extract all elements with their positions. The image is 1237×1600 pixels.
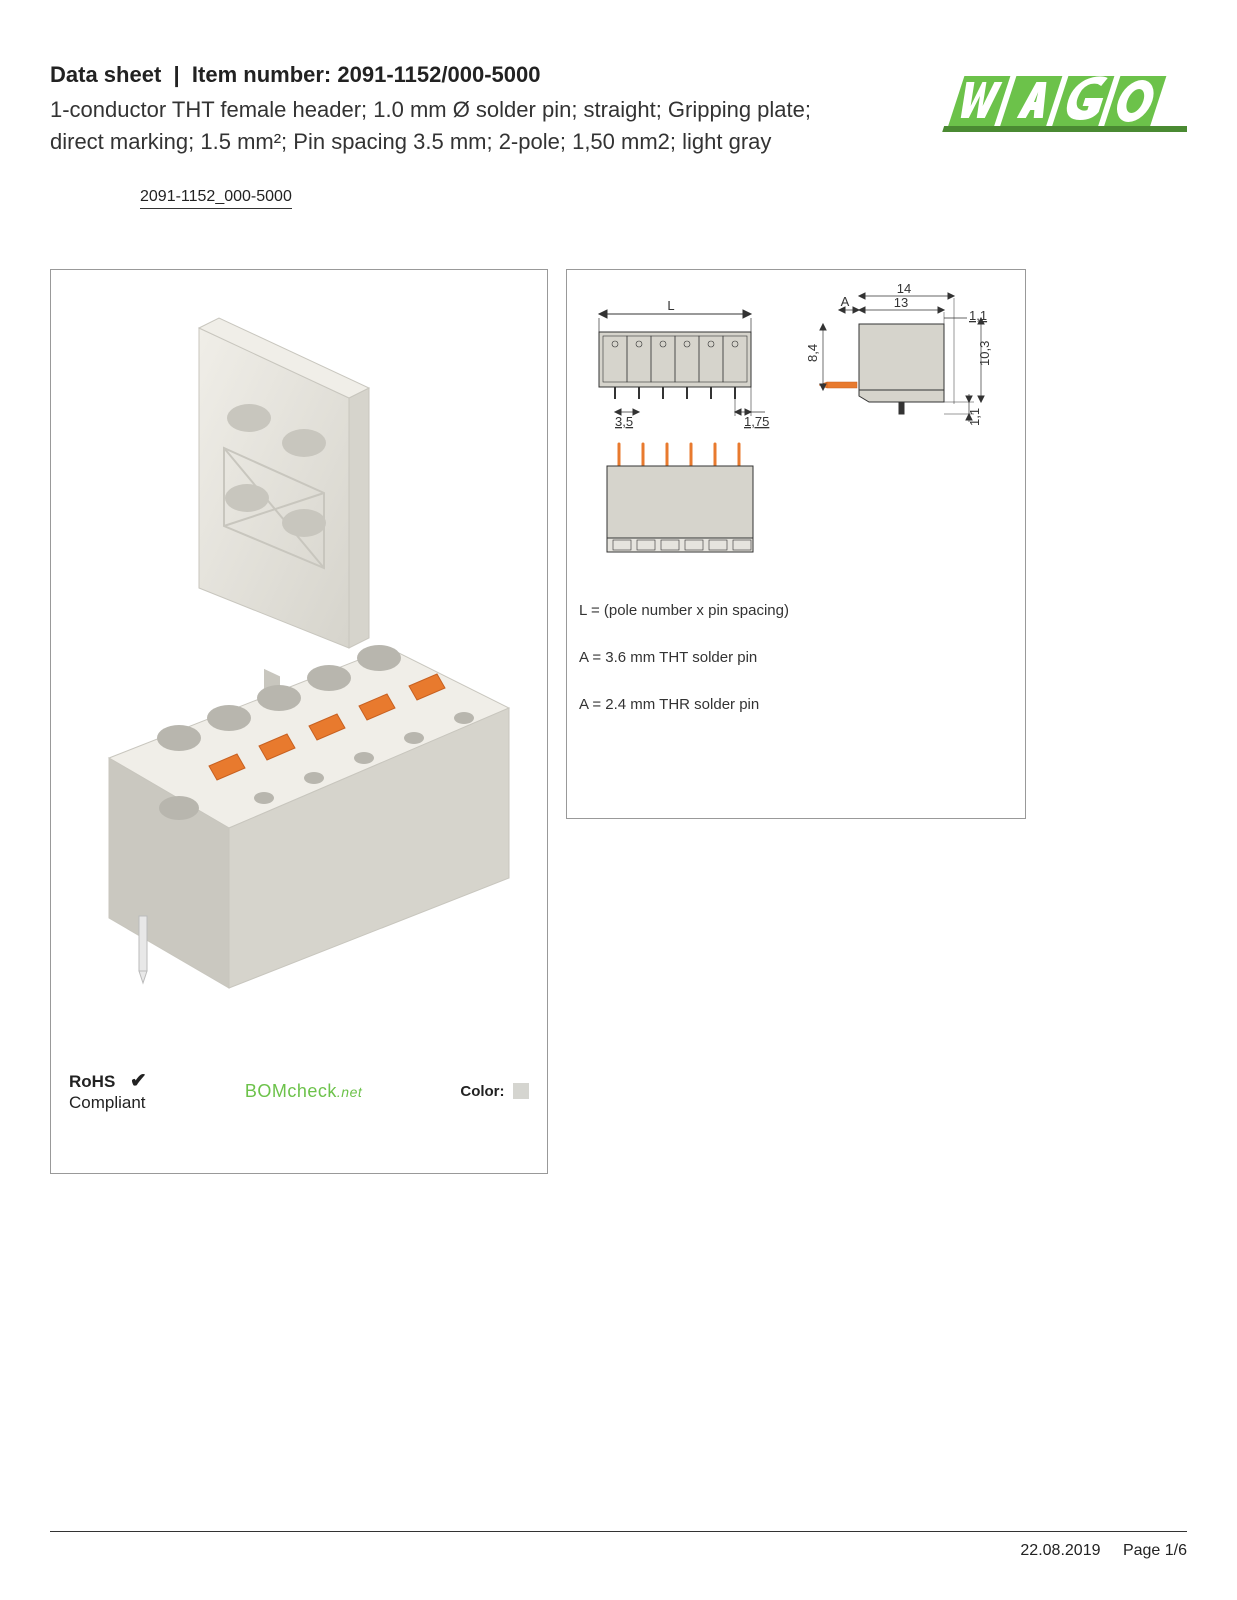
formula-A2: A = 2.4 mm THR solder pin (579, 696, 1013, 713)
rohs-label: RoHS (69, 1072, 115, 1091)
footer-page: Page 1/6 (1123, 1542, 1187, 1559)
product-image-box: RoHS ✔ Compliant BOMcheck.net Color: (50, 269, 548, 1174)
title-separator: | (174, 62, 180, 87)
solder-pin (139, 916, 147, 983)
color-indicator: Color: (460, 1083, 529, 1101)
bomcheck-suffix: .net (337, 1084, 362, 1100)
svg-text:1,1: 1,1 (969, 308, 987, 323)
svg-text:8,4: 8,4 (805, 344, 820, 362)
dimension-drawings: L (579, 284, 1013, 584)
check-icon: ✔ (130, 1070, 147, 1092)
dimension-box: L (566, 269, 1026, 819)
page-title: Data sheet | Item number: 2091-1152/000-… (50, 62, 860, 88)
mated-view-drawing (607, 444, 753, 552)
rohs-badge: RoHS ✔ Compliant (69, 1070, 147, 1113)
item-number: 2091-1152/000-5000 (337, 62, 540, 87)
part-number-link[interactable]: 2091-1152_000-5000 (140, 188, 292, 209)
svg-text:3,5: 3,5 (615, 414, 633, 429)
formula-L: L = (pole number x pin spacing) (579, 602, 1013, 619)
page-footer: 22.08.2019 Page 1/6 (50, 1531, 1187, 1560)
rohs-compliant-label: Compliant (69, 1093, 146, 1112)
footer-date: 22.08.2019 (1020, 1542, 1100, 1559)
wago-logo (937, 68, 1187, 139)
svg-text:13: 13 (894, 295, 908, 310)
formula-A1: A = 3.6 mm THT solder pin (579, 649, 1013, 666)
item-number-label: Item number: (192, 62, 331, 87)
product-render (59, 278, 539, 1018)
bomcheck-logo: BOMcheck.net (245, 1081, 362, 1102)
svg-text:1,75: 1,75 (744, 414, 769, 429)
bomcheck-text: BOMcheck (245, 1081, 337, 1101)
side-view-drawing: 14 13 A 1,1 (805, 284, 992, 426)
datasheet-label: Data sheet (50, 62, 161, 87)
color-swatch (513, 1083, 529, 1099)
svg-text:10,3: 10,3 (977, 340, 992, 365)
color-label: Color: (460, 1083, 504, 1100)
svg-text:L: L (667, 298, 674, 313)
svg-text:A: A (841, 294, 850, 309)
item-description: 1-conductor THT female header; 1.0 mm Ø … (50, 94, 860, 158)
front-view-drawing: L (599, 298, 769, 429)
